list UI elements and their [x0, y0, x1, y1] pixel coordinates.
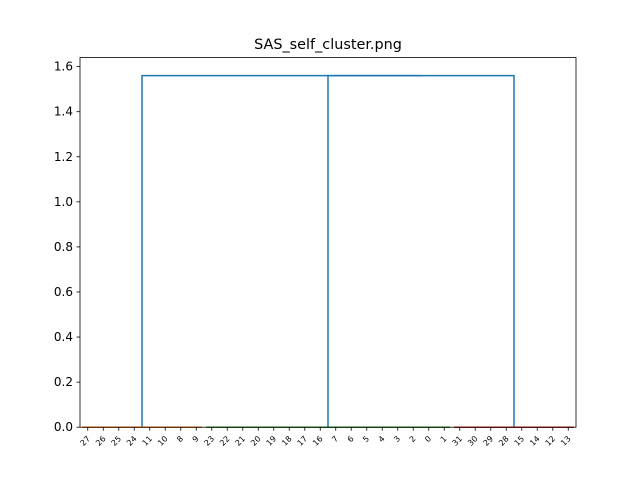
y-tick-label: 1.4	[54, 105, 73, 119]
leaf-label: 0	[423, 434, 433, 444]
plot-frame	[79, 57, 577, 428]
y-axis: 0.0 0.2 0.4 0.6 0.8 1.0 1.2 1.4 1.6	[54, 60, 80, 434]
leaf-label: 8	[175, 434, 185, 444]
y-tick-label: 1.2	[54, 150, 73, 164]
leaf-label: 2	[408, 434, 418, 444]
leaf-label: 1	[439, 434, 449, 444]
leaf-label: 5	[361, 434, 371, 444]
leaf-label: 6	[346, 434, 356, 444]
leaf-label: 4	[377, 434, 387, 444]
leaf-label: 7	[330, 434, 340, 444]
leaf-label: 9	[191, 434, 201, 444]
y-tick-label: 0.0	[54, 420, 73, 434]
leaf-label: 3	[392, 434, 402, 444]
y-tick-label: 1.6	[54, 60, 73, 74]
y-tick-label: 0.2	[54, 375, 73, 389]
y-tick-label: 0.8	[54, 240, 73, 254]
y-tick-label: 1.0	[54, 195, 73, 209]
dendrogram-link	[141, 74, 421, 428]
chart-title: SAS_self_cluster.png	[254, 37, 402, 53]
y-tick-label: 0.4	[54, 330, 73, 344]
y-tick-label: 0.6	[54, 285, 73, 299]
dendrogram-links	[141, 74, 515, 428]
